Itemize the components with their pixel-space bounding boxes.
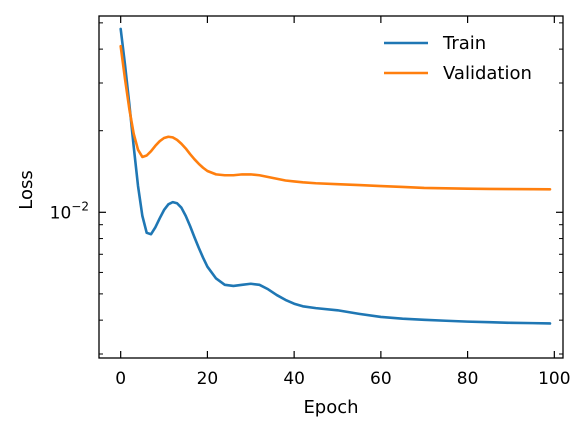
y-axis-title: Loss <box>16 170 37 209</box>
legend: Train Validation <box>384 33 532 84</box>
x-tick-label: 100 <box>538 369 570 389</box>
x-tick-label: 20 <box>197 369 219 389</box>
series-line-validation <box>119 44 552 191</box>
x-tick-label: 40 <box>283 369 305 389</box>
y-tick-label: 10−2 <box>50 199 89 223</box>
legend-label-train: Train <box>442 33 486 54</box>
x-tick-label: 60 <box>370 369 392 389</box>
x-axis-title: Epoch <box>303 397 358 418</box>
plot-frame <box>98 15 564 359</box>
x-tick-label: 80 <box>457 369 479 389</box>
x-tick-label: 0 <box>115 369 126 389</box>
legend-label-validation: Validation <box>443 63 532 84</box>
series-line-train <box>119 27 552 325</box>
series-layer <box>119 27 552 325</box>
axis-ticks: 0 20 40 60 80 100 10−2 <box>50 16 571 389</box>
